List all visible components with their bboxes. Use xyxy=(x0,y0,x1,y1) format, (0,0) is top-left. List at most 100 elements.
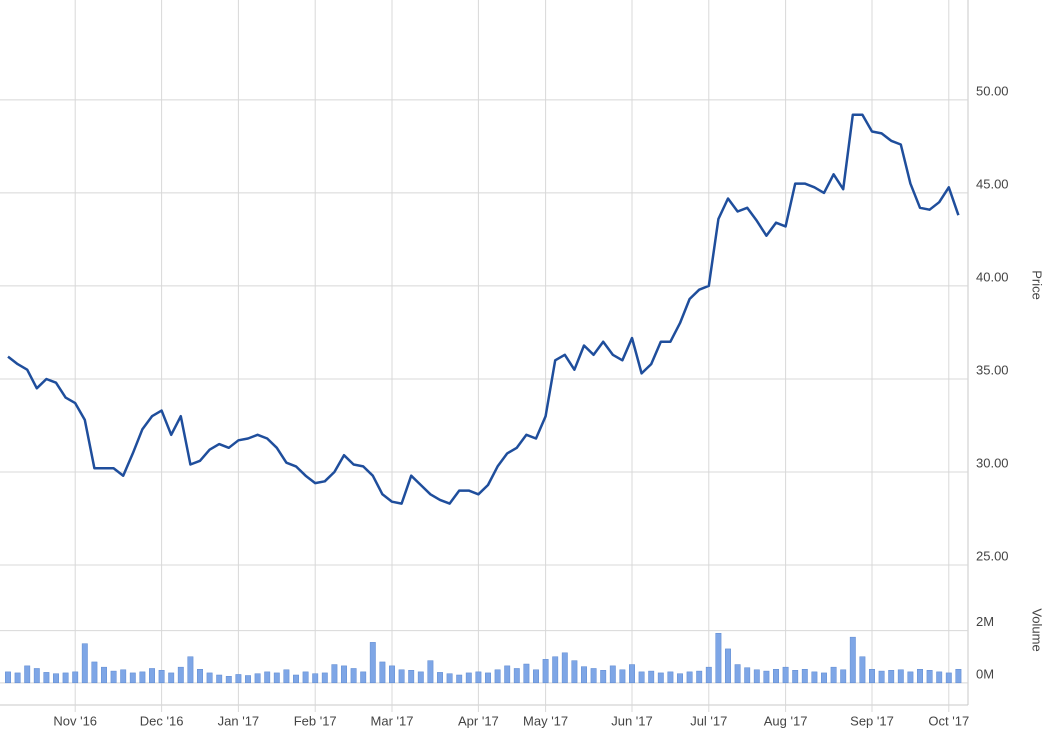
volume-bar xyxy=(849,636,856,684)
volume-bar xyxy=(110,670,117,684)
volume-bar xyxy=(897,669,904,684)
volume-bar xyxy=(523,663,530,684)
volume-bar xyxy=(341,665,347,684)
volume-bar xyxy=(494,669,501,684)
volume-bar xyxy=(581,666,587,684)
volume-bar xyxy=(715,632,722,684)
volume-bar xyxy=(264,671,271,684)
y-tick-label: 40.00 xyxy=(976,269,1009,284)
volume-bar xyxy=(485,672,491,684)
volume-bar xyxy=(619,669,626,684)
volume-bar xyxy=(821,672,827,684)
volume-bar xyxy=(293,674,299,684)
volume-bar xyxy=(379,661,386,684)
volume-bar xyxy=(686,671,693,684)
volume-bar xyxy=(869,668,875,684)
y-tick-label: 25.00 xyxy=(976,548,1009,563)
volume-bar xyxy=(273,672,280,684)
y-tick-label: 45.00 xyxy=(976,176,1009,191)
volume-bar xyxy=(24,665,31,684)
volume-bar xyxy=(542,659,549,684)
volume-bar xyxy=(677,673,683,684)
volume-bar xyxy=(177,666,184,684)
volume-bar xyxy=(859,656,866,684)
volume-bar xyxy=(638,671,645,684)
y-tick-label: 30.00 xyxy=(976,455,1009,470)
volume-bar xyxy=(408,670,415,684)
volume-bar xyxy=(312,673,319,684)
x-tick-label: Jan '17 xyxy=(218,713,260,728)
volume-bar xyxy=(53,673,59,684)
volume-bar xyxy=(33,668,40,684)
volume-bar xyxy=(206,672,213,684)
volume-bar xyxy=(782,666,789,684)
x-tick-label: Apr '17 xyxy=(458,713,499,728)
volume-bar xyxy=(696,670,703,684)
volume-bar xyxy=(129,672,136,684)
volume-bar xyxy=(561,652,568,684)
volume-bar xyxy=(705,666,712,684)
x-tick-label: Oct '17 xyxy=(928,713,969,728)
volume-bar xyxy=(14,672,21,684)
volume-bar xyxy=(734,664,741,684)
volume-bar xyxy=(513,668,520,684)
volume-bar xyxy=(427,660,434,684)
volume-bar xyxy=(936,671,943,684)
volume-bar xyxy=(811,671,818,684)
y-tick-label: 2M xyxy=(976,614,994,629)
volume-bar xyxy=(158,670,165,684)
volume-bar xyxy=(302,671,309,684)
volume-bar xyxy=(552,656,559,684)
volume-bar xyxy=(369,642,376,684)
price-line xyxy=(7,113,960,505)
volume-bar xyxy=(91,661,98,684)
volume-bar xyxy=(187,656,194,684)
x-tick-label: Sep '17 xyxy=(850,713,894,728)
x-tick-label: Nov '16 xyxy=(53,713,97,728)
volume-bar xyxy=(72,671,79,684)
volume-bar xyxy=(763,670,770,684)
volume-bar xyxy=(504,665,511,684)
volume-bar xyxy=(446,673,453,684)
x-tick-label: Mar '17 xyxy=(371,713,414,728)
volume-bar xyxy=(888,670,895,684)
volume-bar xyxy=(571,660,578,684)
x-tick-label: Jun '17 xyxy=(611,713,653,728)
y-axis-title: Price xyxy=(1030,270,1045,300)
volume-bar xyxy=(590,668,597,684)
volume-bar xyxy=(149,668,155,684)
volume-bar xyxy=(907,671,914,684)
volume-bar xyxy=(283,669,290,684)
volume-bar xyxy=(235,674,242,684)
volume-bar xyxy=(600,670,607,684)
volume-bar xyxy=(168,672,175,684)
volume-bar xyxy=(81,643,88,684)
volume-bar xyxy=(331,664,338,684)
volume-bar xyxy=(197,668,203,684)
volume-bar xyxy=(667,671,674,684)
volume-bar xyxy=(456,674,463,684)
volume-bar xyxy=(725,648,731,684)
volume-bar xyxy=(321,672,328,684)
volume-bar xyxy=(744,667,751,684)
volume-bar xyxy=(101,666,107,684)
volume-bar xyxy=(792,670,799,684)
volume-bar xyxy=(398,669,405,684)
volume-bar xyxy=(830,666,837,684)
volume-bar xyxy=(533,669,539,684)
x-tick-label: May '17 xyxy=(523,713,568,728)
volume-bar xyxy=(465,672,472,684)
x-tick-label: Jul '17 xyxy=(690,713,727,728)
y-tick-label: 0M xyxy=(976,666,994,681)
volume-bar xyxy=(216,674,223,684)
volume-bar xyxy=(773,668,779,684)
volume-bar xyxy=(878,670,885,684)
volume-bar xyxy=(225,676,232,684)
volume-bar xyxy=(609,665,616,684)
volume-bar xyxy=(475,671,482,684)
volume-bar xyxy=(801,668,808,684)
volume-bar xyxy=(120,669,127,684)
volume-bar xyxy=(62,672,69,684)
